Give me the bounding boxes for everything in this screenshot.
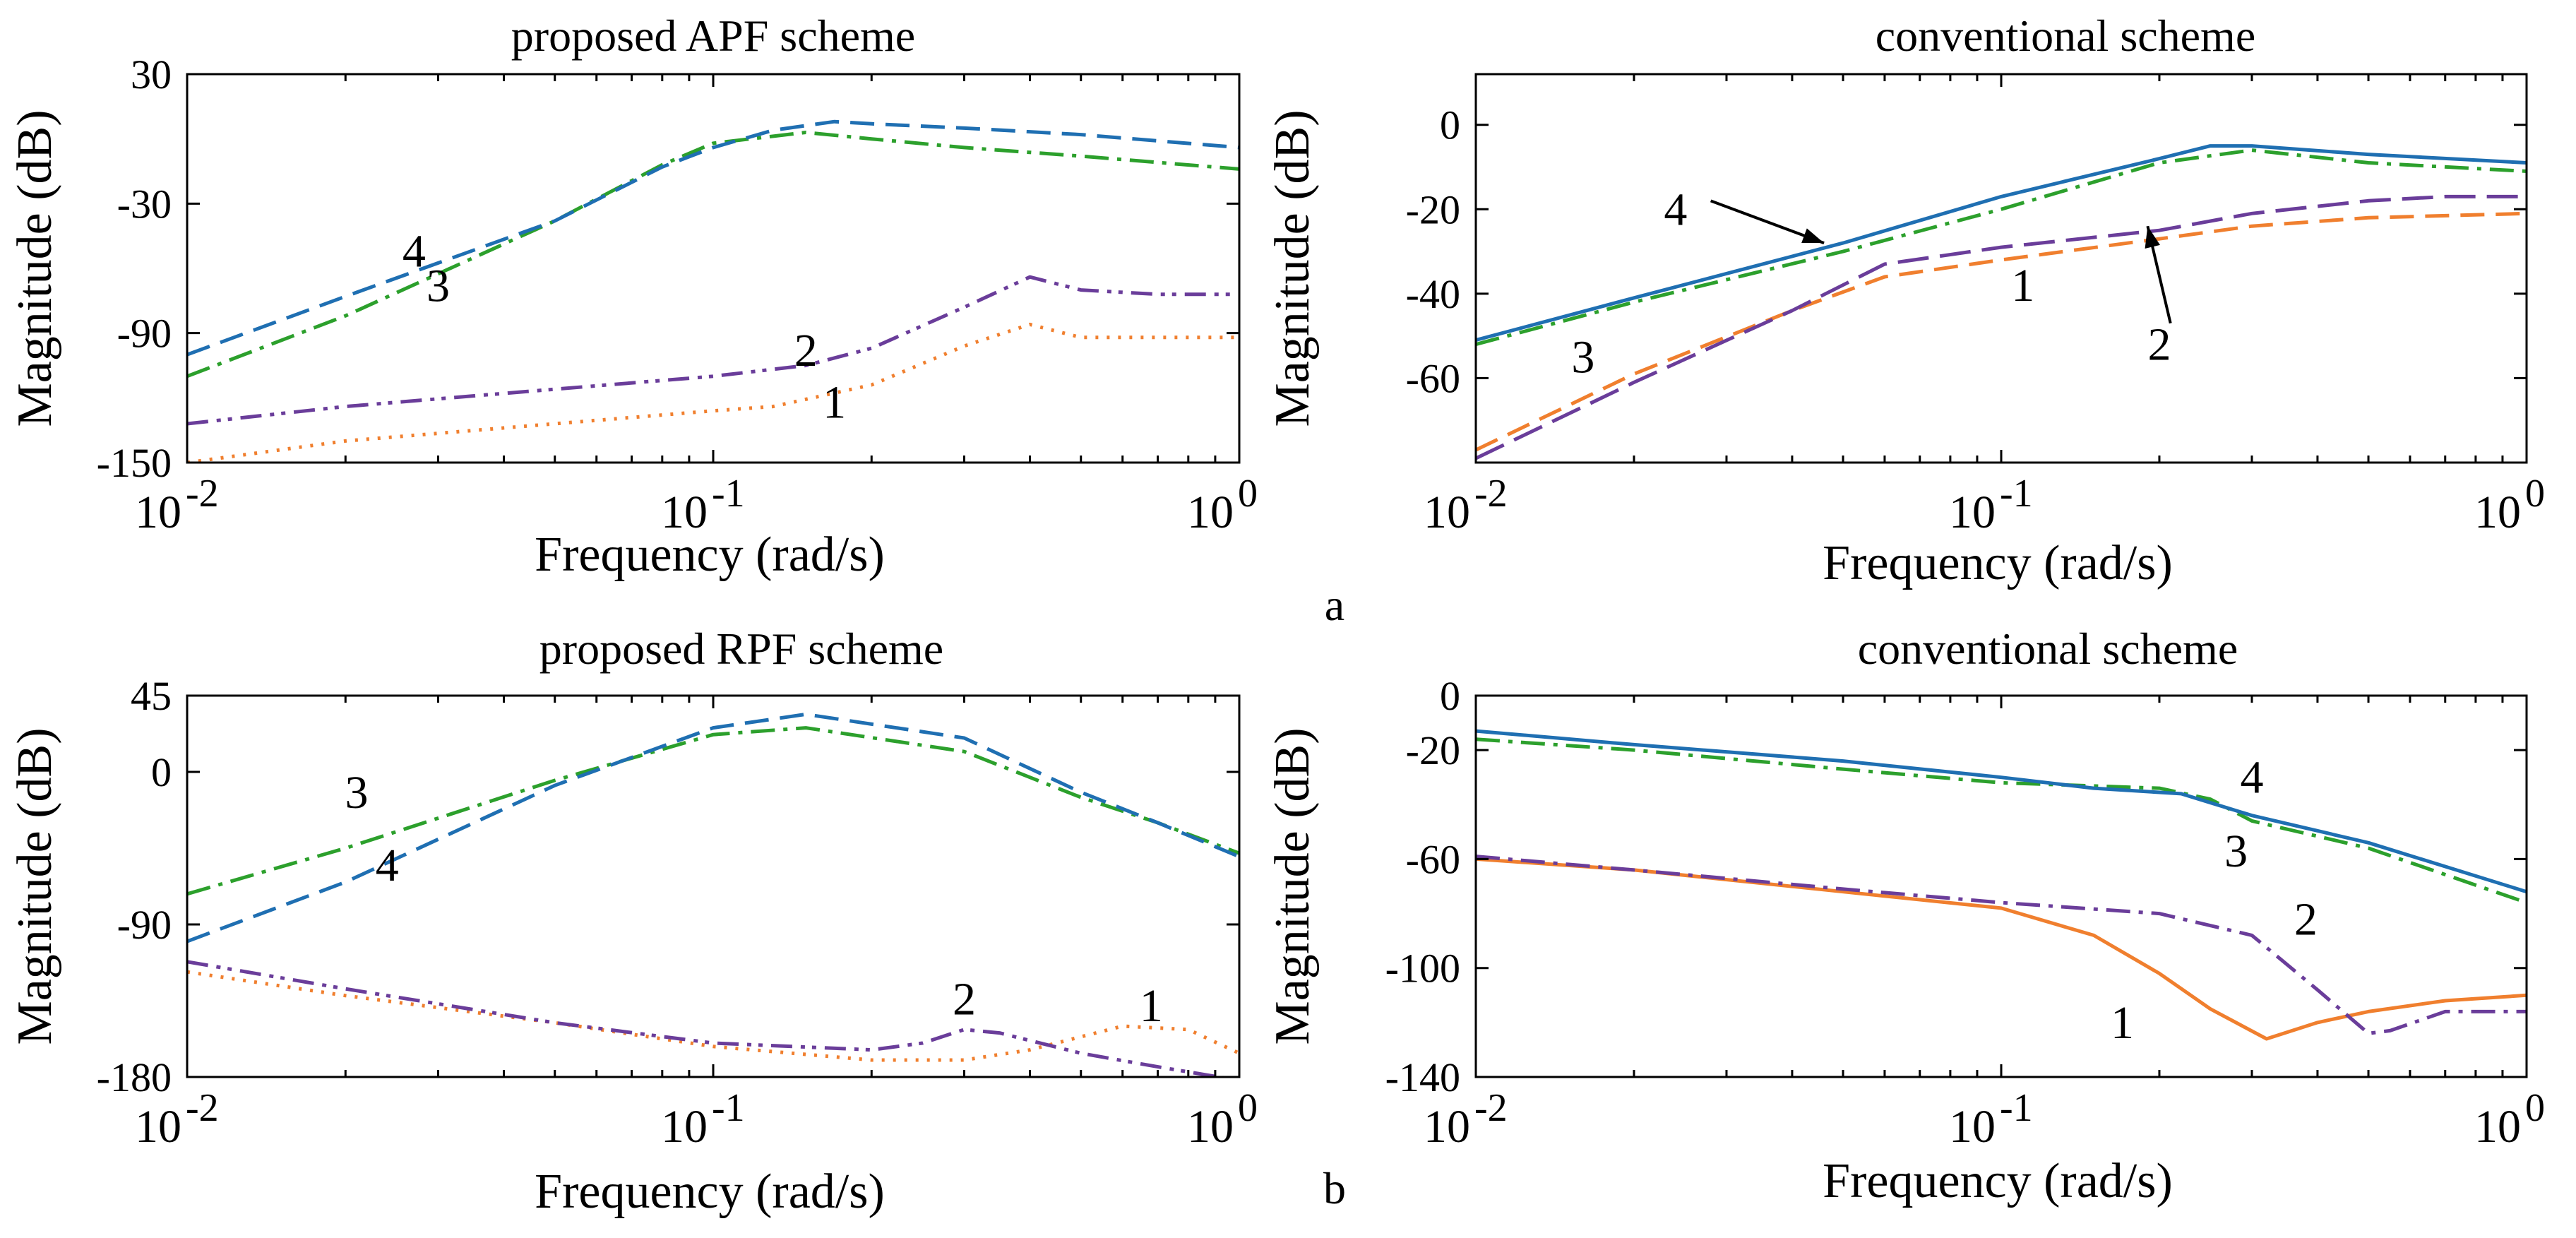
x-tick-label: 10 — [1424, 487, 1470, 538]
x-tick-exponent: 0 — [1238, 1086, 1258, 1130]
series-line-1 — [187, 322, 1239, 463]
x-tick-label: 10 — [2474, 487, 2521, 538]
x-tick-label: 10 — [135, 487, 181, 538]
y-tick-label: 0 — [151, 749, 172, 795]
subfigure-label-b: b — [1323, 1163, 1346, 1213]
x-tick-exponent: -2 — [1474, 472, 1508, 516]
curve-label-4: 4 — [2240, 752, 2263, 804]
y-tick-label: 0 — [1440, 102, 1460, 148]
x-tick-label: 10 — [2474, 1101, 2521, 1153]
curve-label-1: 1 — [1140, 980, 1163, 1032]
curve-label-3: 3 — [1571, 332, 1594, 383]
annotation-arrowhead-4 — [1801, 228, 1825, 244]
subfigure-label-a: a — [1325, 580, 1344, 630]
y-tick-label: -90 — [117, 311, 172, 357]
curve-label-1: 1 — [2011, 260, 2034, 311]
x-tick-label: 10 — [661, 1101, 708, 1153]
y-tick-label: -140 — [1385, 1054, 1460, 1100]
chart-title: proposed RPF scheme — [539, 624, 943, 674]
curve-label-4: 4 — [402, 226, 426, 278]
y-axis-label: Magnitude (dB) — [8, 109, 62, 427]
chart-title: conventional scheme — [1876, 11, 2255, 61]
y-tick-label: -60 — [1406, 836, 1460, 882]
x-tick-label: 10 — [661, 487, 708, 538]
curve-label-4: 4 — [1664, 184, 1687, 235]
x-tick-exponent: -1 — [712, 472, 745, 516]
series-line-2 — [1476, 855, 2527, 1035]
curve-label-2: 2 — [2147, 319, 2171, 371]
series-line-3 — [1476, 737, 2527, 905]
x-tick-exponent: -2 — [1474, 1086, 1508, 1130]
y-tick-label: -150 — [97, 440, 172, 486]
x-tick-exponent: -2 — [186, 472, 219, 516]
y-tick-label: -60 — [1406, 355, 1460, 401]
y-tick-label: 0 — [1440, 673, 1460, 719]
x-tick-exponent: -1 — [712, 1086, 745, 1130]
y-tick-label: 30 — [131, 52, 172, 97]
y-tick-label: -100 — [1385, 946, 1460, 992]
y-axis-label: Magnitude (dB) — [1265, 727, 1320, 1044]
x-tick-label: 10 — [1187, 1101, 1234, 1153]
annotation-arrowhead-2 — [2145, 226, 2160, 249]
y-tick-label: -40 — [1406, 271, 1460, 317]
curve-label-3: 3 — [345, 767, 369, 819]
y-tick-label: -30 — [117, 181, 172, 227]
x-tick-exponent: 0 — [2525, 1086, 2545, 1130]
series-line-4 — [187, 119, 1239, 357]
series-line-1 — [1476, 211, 2527, 452]
x-axis-label: Frequency (rad/s) — [1823, 536, 2173, 590]
curve-label-3: 3 — [427, 260, 450, 311]
curve-label-2: 2 — [2294, 893, 2318, 945]
curve-label-2: 2 — [953, 974, 976, 1025]
series-line-4 — [187, 712, 1239, 944]
x-axis-label: Frequency (rad/s) — [535, 1165, 885, 1219]
series-line-4 — [1476, 144, 2527, 343]
x-tick-label: 10 — [1187, 487, 1234, 538]
x-tick-exponent: 0 — [1238, 472, 1258, 516]
x-axis-label: Frequency (rad/s) — [535, 528, 885, 582]
x-tick-label: 10 — [1949, 487, 1996, 538]
series-line-4 — [1476, 729, 2527, 894]
series-line-2 — [1476, 194, 2527, 460]
y-tick-label: -180 — [97, 1054, 172, 1100]
x-tick-exponent: -1 — [2000, 1086, 2033, 1130]
curve-label-2: 2 — [794, 325, 818, 376]
x-tick-label: 10 — [135, 1101, 181, 1153]
y-axis-label: Magnitude (dB) — [8, 727, 62, 1044]
curve-label-4: 4 — [376, 840, 399, 891]
series-line-2 — [187, 960, 1230, 1077]
y-tick-label: -20 — [1406, 727, 1460, 773]
curve-label-1: 1 — [2111, 997, 2134, 1049]
x-axis-label: Frequency (rad/s) — [1823, 1154, 2173, 1208]
plot-frame — [1474, 73, 2528, 464]
y-tick-label: -90 — [117, 902, 172, 948]
series-line-1 — [187, 970, 1239, 1062]
series-line-1 — [1476, 857, 2527, 1041]
series-line-3 — [187, 131, 1239, 379]
y-tick-label: -20 — [1406, 186, 1460, 232]
y-axis-label: Magnitude (dB) — [1265, 109, 1320, 427]
curve-label-3: 3 — [2224, 826, 2248, 877]
y-tick-label: 45 — [131, 673, 172, 719]
x-tick-exponent: -2 — [186, 1086, 219, 1130]
chart-title: conventional scheme — [1858, 624, 2238, 674]
series-line-2 — [187, 275, 1239, 426]
plot-frame — [186, 694, 1241, 1078]
plot-frame — [1474, 694, 2528, 1078]
x-tick-exponent: -1 — [2000, 472, 2033, 516]
x-tick-label: 10 — [1424, 1101, 1470, 1153]
x-tick-exponent: 0 — [2525, 472, 2545, 516]
x-tick-label: 10 — [1949, 1101, 1996, 1153]
chart-title: proposed APF scheme — [511, 11, 915, 61]
curve-label-1: 1 — [823, 376, 846, 428]
series-line-3 — [1476, 148, 2527, 347]
plot-frame — [186, 73, 1241, 464]
